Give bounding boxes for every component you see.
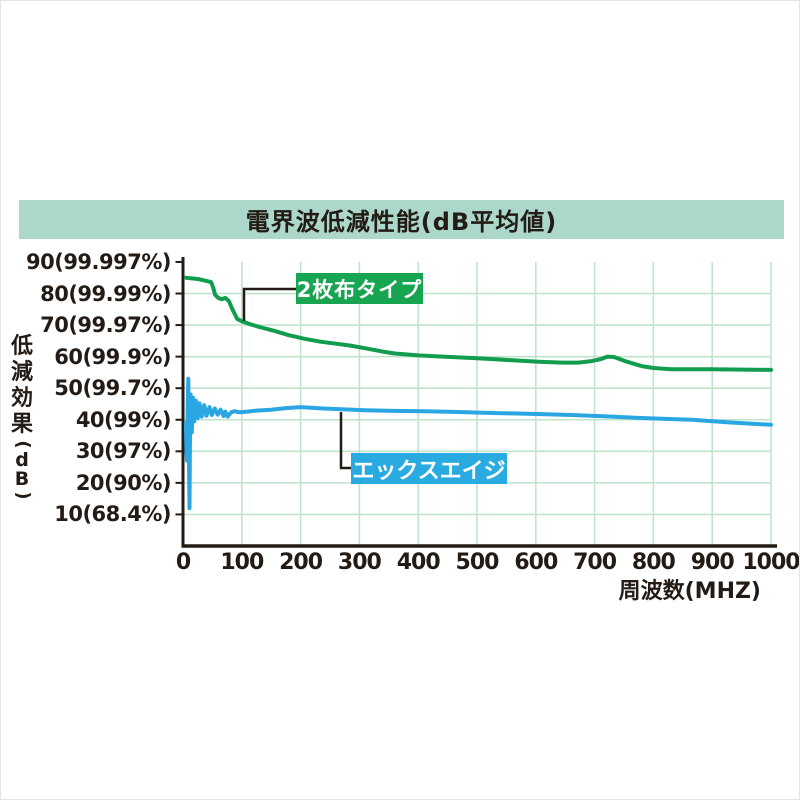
y-axis-title-char: 果 bbox=[10, 412, 33, 437]
series-callout-cloth-type: 2枚布タイプ bbox=[296, 273, 423, 304]
y-axis-title-char: 低 bbox=[10, 334, 33, 359]
y-axis-title-char: 減 bbox=[10, 360, 33, 385]
y-tick-label: 50(99.7%) bbox=[54, 376, 171, 401]
x-tick-label: 800 bbox=[631, 550, 676, 575]
x-tick-label: 700 bbox=[573, 550, 617, 575]
y-tick-label: 20(90%) bbox=[75, 470, 172, 495]
y-axis-title-char: d bbox=[15, 449, 29, 471]
callout-connector-cloth bbox=[242, 287, 297, 321]
series-line-0 bbox=[183, 275, 773, 372]
x-tick-label: 1000 bbox=[742, 550, 800, 575]
y-tick-label: 70(99.97%) bbox=[40, 313, 171, 338]
x-axis-title: 周波数(MHZ) bbox=[618, 579, 761, 604]
x-tick-label: 400 bbox=[396, 550, 441, 575]
series-line-1 bbox=[183, 376, 773, 511]
x-tick-label: 300 bbox=[337, 550, 382, 575]
chart-title-bar: 電界波低減性能(dB平均値) bbox=[19, 200, 784, 239]
y-axis-title-char: ( bbox=[12, 440, 34, 449]
x-tick-label: 900 bbox=[690, 550, 735, 575]
callout-connector-x-age bbox=[339, 412, 352, 470]
x-tick-label: 100 bbox=[220, 550, 264, 575]
y-tick-label: 80(99.99%) bbox=[40, 281, 171, 306]
y-tick-label: 10(68.4%) bbox=[54, 502, 171, 527]
chart-title: 電界波低減性能(dB平均値) bbox=[245, 208, 558, 236]
x-tick-label: 200 bbox=[279, 550, 323, 575]
y-axis-title: 低減効果 (d B) bbox=[7, 334, 37, 502]
y-axis-title-char: 効 bbox=[10, 386, 33, 411]
x-tick-label: 0 bbox=[175, 550, 191, 575]
series-callout-x-age: エックスエイジ bbox=[351, 453, 507, 484]
y-tick-label: 30(97%) bbox=[75, 439, 172, 464]
y-axis-title-char: B bbox=[14, 468, 30, 490]
y-tick-label: 60(99.9%) bbox=[54, 344, 171, 369]
y-axis-title-char: ) bbox=[12, 491, 34, 500]
y-tick-label: 90(99.997%) bbox=[26, 249, 172, 274]
x-tick-label: 600 bbox=[514, 550, 558, 575]
y-tick-label: 40(99%) bbox=[75, 407, 172, 432]
x-tick-label: 500 bbox=[455, 550, 500, 575]
